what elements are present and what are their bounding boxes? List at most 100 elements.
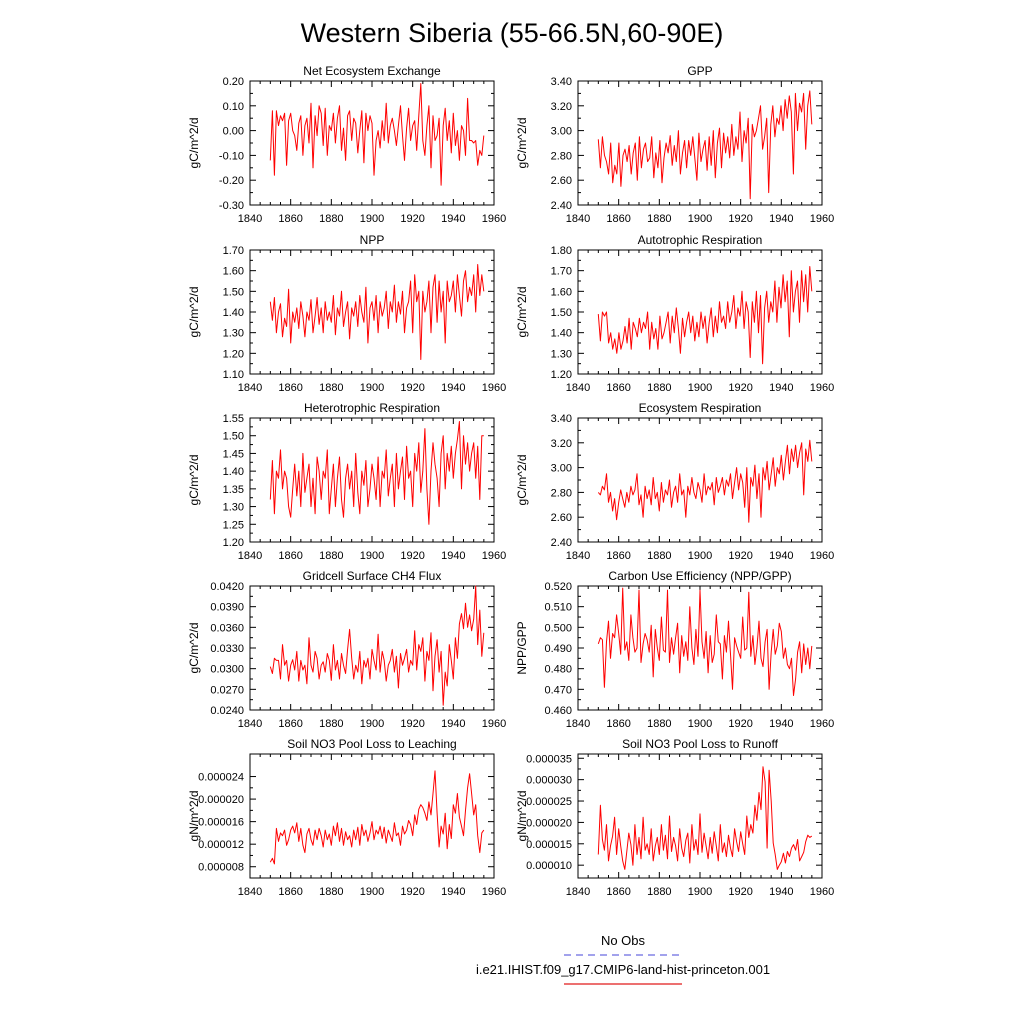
plot-frame: [577, 249, 823, 375]
y-tick-label: 1.10: [223, 369, 244, 381]
panel-title: Soil NO3 Pool Loss to Runoff: [622, 737, 779, 751]
y-tick-label: 0.0270: [210, 684, 244, 696]
x-tick-label: 1960: [810, 382, 834, 394]
y-tick-label: 0.10: [223, 101, 244, 113]
x-tick-label: 1880: [319, 886, 343, 898]
y-tick-label: 0.0240: [210, 705, 244, 717]
x-tick-label: 1920: [728, 718, 752, 730]
y-tick-label: 0.480: [544, 664, 572, 676]
x-tick-label: 1920: [400, 718, 424, 730]
plot-frame: [577, 417, 823, 543]
x-tick-label: 1880: [647, 886, 671, 898]
panel-title: Net Ecosystem Exchange: [303, 64, 441, 78]
y-axis-label: gC/m^2/d: [187, 623, 201, 674]
series-line: [269, 421, 484, 525]
y-tick-label: 1.30: [223, 502, 244, 514]
y-tick-label: 1.35: [223, 484, 244, 496]
y-tick-label: 3.40: [551, 76, 572, 88]
x-tick-label: 1840: [238, 550, 262, 562]
y-tick-label: 0.0420: [210, 581, 244, 593]
x-tick-label: 1900: [360, 382, 384, 394]
legend-model-label: i.e21.IHIST.f09_g17.CMIP6-land-hist-prin…: [476, 962, 770, 977]
x-tick-label: 1920: [728, 213, 752, 225]
x-tick-label: 1900: [688, 213, 712, 225]
y-tick-label: 0.000015: [526, 839, 572, 851]
y-tick-label: 0.470: [544, 684, 572, 696]
y-tick-label: 0.000024: [198, 772, 244, 784]
y-tick-label: 2.80: [551, 150, 572, 162]
y-tick-label: 0.460: [544, 705, 572, 717]
x-tick-label: 1880: [647, 213, 671, 225]
x-tick-label: 1880: [647, 550, 671, 562]
series-line: [597, 766, 813, 870]
y-tick-label: 1.50: [551, 307, 572, 319]
series-line: [597, 439, 813, 523]
x-tick-label: 1860: [278, 718, 302, 730]
x-tick-label: 1940: [769, 718, 793, 730]
x-tick-label: 1840: [566, 718, 590, 730]
y-tick-label: 1.80: [551, 245, 572, 257]
x-tick-label: 1880: [319, 718, 343, 730]
y-axis-label: gN/m^2/d: [515, 791, 529, 842]
panel-10: Soil NO3 Pool Loss to Runoff 1840 1860 1880…: [515, 737, 834, 898]
panel-8: Carbon Use Efficiency (NPP/GPP) 1840 1860 1…: [515, 569, 834, 730]
y-tick-label: -0.30: [219, 200, 244, 212]
y-tick-label: 0.000035: [526, 753, 572, 765]
y-tick-label: 0.000020: [526, 817, 572, 829]
y-tick-label: 1.30: [223, 328, 244, 340]
y-tick-label: 1.40: [223, 307, 244, 319]
x-tick-label: 1860: [278, 213, 302, 225]
plot-frame: [249, 249, 495, 375]
plot-frame: [249, 753, 495, 879]
y-axis-label: gC/m^2/d: [187, 118, 201, 169]
x-tick-label: 1880: [647, 382, 671, 394]
x-tick-label: 1960: [810, 213, 834, 225]
y-tick-label: 0.00: [223, 126, 244, 138]
y-tick-label: 3.40: [551, 413, 572, 425]
y-tick-label: 1.60: [551, 286, 572, 298]
panel-1: Net Ecosystem Exchange 1840 1860 1880 1900 19…: [187, 64, 506, 225]
series-line: [269, 585, 485, 706]
x-tick-label: 1860: [606, 718, 630, 730]
x-tick-label: 1900: [360, 718, 384, 730]
y-tick-label: 0.20: [223, 76, 244, 88]
x-tick-label: 1960: [482, 550, 506, 562]
panel-title: Carbon Use Efficiency (NPP/GPP): [608, 569, 791, 583]
x-tick-label: 1900: [688, 382, 712, 394]
y-tick-label: 3.00: [551, 126, 572, 138]
y-tick-label: 2.40: [551, 200, 572, 212]
x-tick-label: 1940: [769, 886, 793, 898]
y-tick-label: 0.000030: [526, 775, 572, 787]
x-tick-label: 1920: [400, 550, 424, 562]
x-tick-label: 1900: [360, 550, 384, 562]
y-tick-label: 3.00: [551, 463, 572, 475]
plot-frame: [249, 585, 495, 711]
x-tick-label: 1940: [441, 213, 465, 225]
y-tick-label: 0.520: [544, 581, 572, 593]
panel-title: Heterotrophic Respiration: [304, 401, 440, 415]
x-tick-label: 1960: [810, 718, 834, 730]
y-tick-label: 1.70: [223, 245, 244, 257]
y-axis-label: gC/m^2/d: [187, 455, 201, 506]
x-tick-label: 1860: [606, 550, 630, 562]
y-tick-label: 0.000012: [198, 839, 244, 851]
y-tick-label: 0.000020: [198, 794, 244, 806]
y-tick-label: 0.500: [544, 622, 572, 634]
x-tick-label: 1840: [238, 213, 262, 225]
figure-title: Western Siberia (55-66.5N,60-90E): [301, 18, 724, 48]
y-tick-label: 1.55: [223, 413, 244, 425]
y-tick-label: 0.000016: [198, 817, 244, 829]
x-tick-label: 1840: [566, 382, 590, 394]
y-tick-label: 0.0330: [210, 643, 244, 655]
x-tick-label: 1920: [400, 886, 424, 898]
x-tick-label: 1900: [360, 886, 384, 898]
y-axis-label: gC/m^2/d: [515, 287, 529, 338]
legend: No Obs i.e21.IHIST.f09_g17.CMIP6-land-hi…: [476, 933, 770, 985]
x-tick-label: 1840: [238, 382, 262, 394]
y-tick-label: 1.30: [551, 348, 572, 360]
y-tick-label: 0.510: [544, 602, 572, 614]
y-tick-label: 0.000008: [198, 862, 244, 874]
y-tick-label: 0.0360: [210, 622, 244, 634]
legend-obs-label: No Obs: [601, 933, 646, 948]
y-axis-label: gC/m^2/d: [515, 455, 529, 506]
